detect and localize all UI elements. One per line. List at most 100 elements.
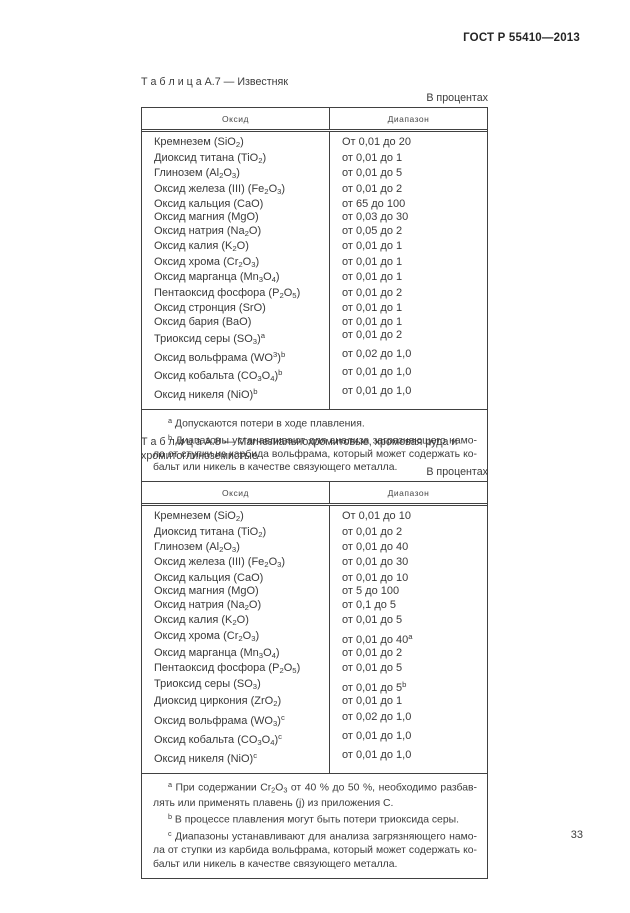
- oxide-cell: Оксид магния (MgO): [154, 211, 259, 224]
- table-row: Триоксид серы (SO3)a от 0,01 до 2: [142, 329, 487, 348]
- table-a8-header-row: Оксид Диапазон: [142, 482, 487, 507]
- table-row: Триоксид серы (SO3) от 0,01 до 5b: [142, 678, 487, 695]
- range-cell: от 0,01 до 10: [342, 571, 409, 584]
- oxide-cell: Оксид хрома (Cr2O3): [154, 629, 260, 643]
- oxide-cell: Кремнезем (SiO2): [154, 510, 244, 524]
- oxide-cell: Глинозем (Al2O3): [154, 167, 240, 181]
- table-a7: Оксид Диапазон Кремнезем (SiO2) От 0,01 д…: [141, 107, 488, 483]
- range-cell: от 0,01 до 5b: [342, 679, 407, 694]
- table-row: Оксид стронция (SrO) от 0,01 до 1: [142, 302, 487, 316]
- oxide-cell: Диоксид титана (TiO2): [154, 525, 267, 539]
- table-row: Оксид бария (BaO) от 0,01 до 1: [142, 316, 487, 330]
- table-row: Оксид натрия (Na2O) от 0,1 до 5: [142, 599, 487, 614]
- oxide-cell: Оксид марганца (Mn3O4): [154, 646, 280, 660]
- range-cell: от 0,01 до 1: [342, 695, 403, 708]
- table-a7-units-note: В процентах: [426, 91, 488, 104]
- table-row: Диоксид циркония (ZrO2) от 0,01 до 1: [142, 695, 487, 710]
- table-row: Диоксид титана (TiO2) от 0,01 до 1: [142, 152, 487, 167]
- range-cell: от 0,02 до 1,0: [342, 348, 412, 361]
- table-row: Оксид никеля (NiO)b от 0,01 до 1,0: [142, 385, 487, 402]
- column-header-oxide: Оксид: [142, 108, 330, 130]
- oxide-cell: Диоксид титана (TiO2): [154, 151, 267, 165]
- footnote: b В процессе плавления могут быть потери…: [168, 812, 459, 827]
- oxide-cell: Оксид натрия (Na2O): [154, 598, 262, 612]
- table-row: Кремнезем (SiO2) От 0,01 до 10: [142, 510, 487, 525]
- table-row: Оксид хрома (Cr2O3) от 0,01 до 40a: [142, 630, 487, 647]
- oxide-cell: Глинозем (Al2O3): [154, 540, 240, 554]
- oxide-cell: Оксид никеля (NiO)b: [154, 386, 258, 401]
- footnote: a При содержании Cr2O3 от 40 % до 50 %, …: [153, 780, 477, 810]
- footnote: b Диапазоны устанавливают для анализа за…: [153, 433, 477, 474]
- range-cell: от 0,05 до 2: [342, 224, 403, 237]
- range-cell: от 5 до 100: [342, 585, 400, 598]
- table-a8-caption: Т а б л и ц а А.8 — Магнезиальнохромитов…: [141, 436, 458, 462]
- range-cell: от 65 до 100: [342, 197, 406, 210]
- range-cell: от 0,01 до 2: [342, 286, 403, 299]
- range-cell: от 0,01 до 1,0: [342, 749, 412, 762]
- oxide-cell: Диоксид циркония (ZrO2): [154, 695, 282, 709]
- table-row: Оксид железа (III) (Fe2O3) от 0,01 до 2: [142, 183, 487, 198]
- table-row: Оксид кальция (CaO) от 65 до 100: [142, 198, 487, 212]
- table-row: Оксид натрия (Na2O) от 0,05 до 2: [142, 225, 487, 240]
- table-a7-footnotes: a Допускаются потери в ходе плавления. b …: [142, 409, 487, 481]
- oxide-cell: Триоксид серы (SO3)a: [154, 331, 266, 346]
- page-number: 33: [570, 829, 583, 841]
- range-cell: от 0,03 до 30: [342, 211, 409, 224]
- table-a8-units-note: В процентах: [426, 465, 488, 478]
- table-a7-section: Т а б л и ц а А.7 — Известняк В процента…: [141, 76, 488, 483]
- table-row: Оксид магния (MgO) от 0,03 до 30: [142, 211, 487, 225]
- oxide-cell: Оксид кобальта (CO3O4)c: [154, 731, 283, 747]
- oxide-cell: Оксид никеля (NiO)c: [154, 751, 258, 765]
- oxide-cell: Кремнезем (SiO2): [154, 136, 244, 150]
- range-cell: от 0,01 до 2: [342, 329, 403, 342]
- column-header-oxide: Оксид: [142, 482, 330, 504]
- oxide-cell: Оксид натрия (Na2O): [154, 224, 262, 238]
- oxide-cell: Оксид бария (BaO): [154, 315, 252, 328]
- table-a7-caption: Т а б л и ц а А.7 — Известняк: [141, 76, 289, 88]
- range-cell: от 0,01 до 1: [342, 151, 403, 164]
- range-cell: от 0,01 до 5: [342, 662, 403, 675]
- range-cell: от 0,01 до 1: [342, 255, 403, 268]
- table-row: Оксид железа (III) (Fe2O3) от 0,01 до 30: [142, 556, 487, 571]
- oxide-cell: Оксид хрома (Cr2O3): [154, 255, 260, 269]
- table-row: Оксид кобальта (CO3O4)c от 0,01 до 1,0: [142, 730, 487, 749]
- range-cell: от 0,01 до 1,0: [342, 365, 412, 378]
- range-cell: от 0,01 до 1: [342, 315, 403, 328]
- range-cell: от 0,01 до 1,0: [342, 729, 412, 742]
- table-row: Пентаоксид фосфора (P2O5) от 0,01 до 5: [142, 662, 487, 677]
- oxide-cell: Оксид стронция (SrO): [154, 302, 266, 315]
- oxide-cell: Оксид железа (III) (Fe2O3): [154, 182, 286, 196]
- table-row: Глинозем (Al2O3) от 0,01 до 40: [142, 541, 487, 556]
- oxide-cell: Оксид калия (K2O): [154, 614, 249, 628]
- column-header-range: Диапазон: [387, 113, 430, 124]
- table-row: Оксид магния (MgO) от 5 до 100: [142, 585, 487, 599]
- range-cell: от 0,01 до 2: [342, 646, 403, 659]
- range-cell: от 0,01 до 5: [342, 167, 403, 180]
- range-cell: от 0,01 до 1: [342, 271, 403, 284]
- table-row: Оксид вольфрама (WO3)c от 0,02 до 1,0: [142, 711, 487, 730]
- table-row: Глинозем (Al2O3) от 0,01 до 5: [142, 167, 487, 182]
- table-row: Оксид хрома (Cr2O3) от 0,01 до 1: [142, 256, 487, 271]
- table-row: Оксид никеля (NiO)c от 0,01 до 1,0: [142, 749, 487, 766]
- table-row: Оксид кобальта (CO3O4)b от 0,01 до 1,0: [142, 366, 487, 385]
- range-cell: От 0,01 до 20: [342, 136, 411, 149]
- oxide-cell: Триоксид серы (SO3): [154, 677, 261, 691]
- oxide-cell: Оксид магния (MgO): [154, 585, 259, 598]
- range-cell: от 0,01 до 30: [342, 556, 409, 569]
- oxide-cell: Оксид кальция (CaO): [154, 197, 264, 210]
- oxide-cell: Пентаоксид фосфора (P2O5): [154, 662, 301, 676]
- table-row: Оксид марганца (Mn3O4) от 0,01 до 2: [142, 647, 487, 662]
- range-cell: от 0,02 до 1,0: [342, 710, 412, 723]
- oxide-cell: Пентаоксид фосфора (P2O5): [154, 286, 301, 300]
- range-cell: от 0,01 до 2: [342, 182, 403, 195]
- column-header-range: Диапазон: [387, 487, 430, 498]
- range-cell: от 0,1 до 5: [342, 598, 397, 611]
- standard-code: ГОСТ Р 55410—2013: [463, 32, 580, 44]
- table-row: Оксид марганца (Mn3O4) от 0,01 до 1: [142, 271, 487, 286]
- table-a8-body: Кремнезем (SiO2) От 0,01 до 10 Диоксид тит…: [142, 506, 487, 774]
- table-row: Кремнезем (SiO2) От 0,01 до 20: [142, 136, 487, 151]
- table-a8: Оксид Диапазон Кремнезем (SiO2) От 0,01 д…: [141, 481, 488, 879]
- oxide-cell: Оксид железа (III) (Fe2O3): [154, 556, 286, 570]
- oxide-cell: Оксид калия (K2O): [154, 240, 249, 254]
